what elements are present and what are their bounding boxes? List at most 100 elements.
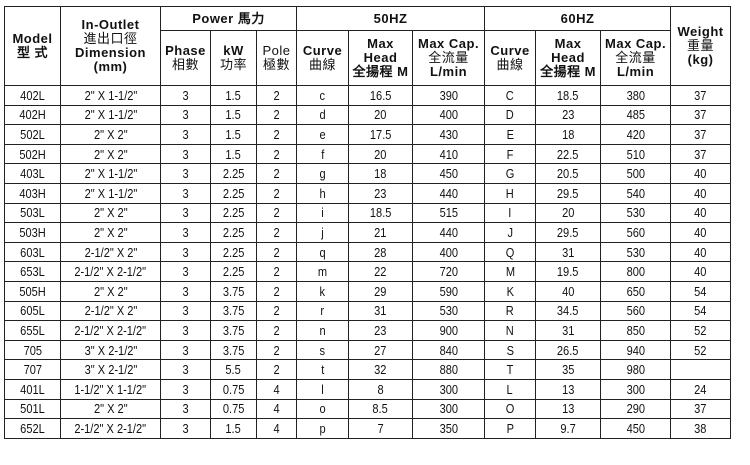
cell-text: 3 [182,126,189,142]
table-cell: 2.25 [210,182,257,204]
table-cell: 31 [535,320,602,341]
cell-text: 3 [182,224,189,240]
table-cell: 653L [4,261,61,282]
table-cell: 2 [255,163,298,184]
cell-text: D [506,107,515,123]
cell-text: 503H [19,224,46,240]
table-row: 707 3" X 2-1/2" 3 5.5 2 t 32 880 T 35 980 [4,359,732,380]
table-cell: 20 [348,143,414,165]
cell-text: 18 [374,166,387,182]
cell-text: 605L [20,303,45,319]
table-cell: 2.25 [210,241,257,263]
cell-text: 3 [182,185,189,201]
table-cell: 37 [670,85,732,106]
cell-text: T [506,362,514,378]
table-cell: 13 [535,398,602,420]
table-cell: 650 [600,280,672,302]
table-cell: 2 [255,124,298,145]
table-cell: 31 [535,241,602,263]
table-cell: 40 [670,182,732,204]
table-cell: 40 [670,222,732,243]
cell-text: m [317,264,328,280]
table-cell: 2" X 2" [60,398,161,420]
cell-text: 0.75 [222,401,245,417]
cell-text: 3.75 [222,322,245,338]
cell-text: 1.5 [225,420,242,436]
cell-text: 2 [273,185,280,201]
cell-text: 3 [182,362,189,378]
table-cell: 530 [600,202,672,224]
table-cell: 18.5 [348,202,414,224]
table-cell: G [484,163,537,184]
cell-text: 2" X 1-1/2" [84,87,137,103]
table-cell: 3 [160,261,211,282]
table-cell: Q [484,241,537,263]
table-cell: 17.5 [348,124,414,145]
cell-text: G [505,166,515,182]
cell-text: 350 [439,420,458,436]
cell-text: 650 [626,283,645,299]
table-cell: 450 [412,163,486,184]
table-cell: D [484,104,537,126]
header-power: Power 馬力 [159,6,298,31]
table-row: 653L 2-1/2" X 2-1/2" 3 2.25 2 m 22 720 M 19.5 800 4… [4,261,732,282]
table-cell: 503L [4,202,61,224]
table-cell: 29.5 [535,182,602,204]
table-cell: 3 [160,163,211,184]
cell-text: l [321,381,324,397]
table-cell: n [296,320,350,341]
cell-text: 403H [19,185,46,201]
table-cell: 3 [160,104,211,126]
cell-text: 2 [273,264,280,280]
cell-text: 530 [626,205,645,221]
table-row: 603L 2-1/2" X 2" 3 2.25 2 q 28 400 Q 31 530 40 [4,241,732,263]
cell-text: 26.5 [557,342,579,358]
cell-text: 1.5 [225,107,242,123]
table-cell: 390 [412,85,486,106]
table-row: 605L 2-1/2" X 2" 3 3.75 2 r 31 530 R 34.5 560 54 [4,300,732,322]
cell-text: 2" X 2" [93,224,128,240]
header-curve-50: Curve 曲線 [296,30,350,86]
cell-text: 1-1/2" X 1-1/2" [74,381,147,397]
header-maxcap-50: Max Cap. 全流量 L/min [412,30,486,86]
table-cell: 2-1/2" X 2-1/2" [60,418,161,439]
table-cell: 22 [348,261,414,282]
table-cell: 23 [535,104,602,126]
cell-text: 2.25 [222,224,245,240]
table-cell: 500 [600,163,672,184]
table-cell: 7 [348,418,414,439]
cell-text: 500 [626,166,645,182]
table-cell: H [484,182,537,204]
cell-text: 2-1/2" X 2" [84,303,137,319]
table-cell: 3 [160,359,211,380]
table-cell: 402L [4,85,61,106]
table-cell: 900 [412,320,486,341]
cell-text: 17.5 [369,126,392,142]
cell-text: 2 [273,166,280,182]
cell-text: 2 [273,205,280,221]
cell-text: 1.5 [225,126,242,142]
cell-text: 401L [20,381,45,397]
cell-text: 3.75 [222,283,245,299]
table-cell: 1-1/2" X 1-1/2" [60,378,161,400]
table-cell: 35 [535,359,602,380]
table-cell: 3 [160,418,211,439]
cell-text: 4 [273,381,280,397]
cell-text: 440 [439,185,458,201]
table-cell: 560 [600,300,672,322]
table-cell: 3 [160,202,211,224]
cell-text: 2" X 2" [93,126,128,142]
cell-text: e [319,126,326,142]
table-row: 655L 2-1/2" X 2-1/2" 3 3.75 2 n 23 900 N 31 850 52 [4,320,732,341]
table-cell: 2" X 2" [60,124,161,145]
cell-text: 3 [182,264,189,280]
table-cell: 505H [4,280,61,302]
cell-text: 8 [377,381,384,397]
table-cell: 450 [600,418,672,439]
table-cell: 2 [255,222,298,243]
cell-text: 2 [273,126,280,142]
table-cell: 3 [160,300,211,322]
cell-text: 2" X 1-1/2" [84,107,137,123]
cell-text: I [508,205,512,221]
table-cell: 37 [670,398,732,420]
